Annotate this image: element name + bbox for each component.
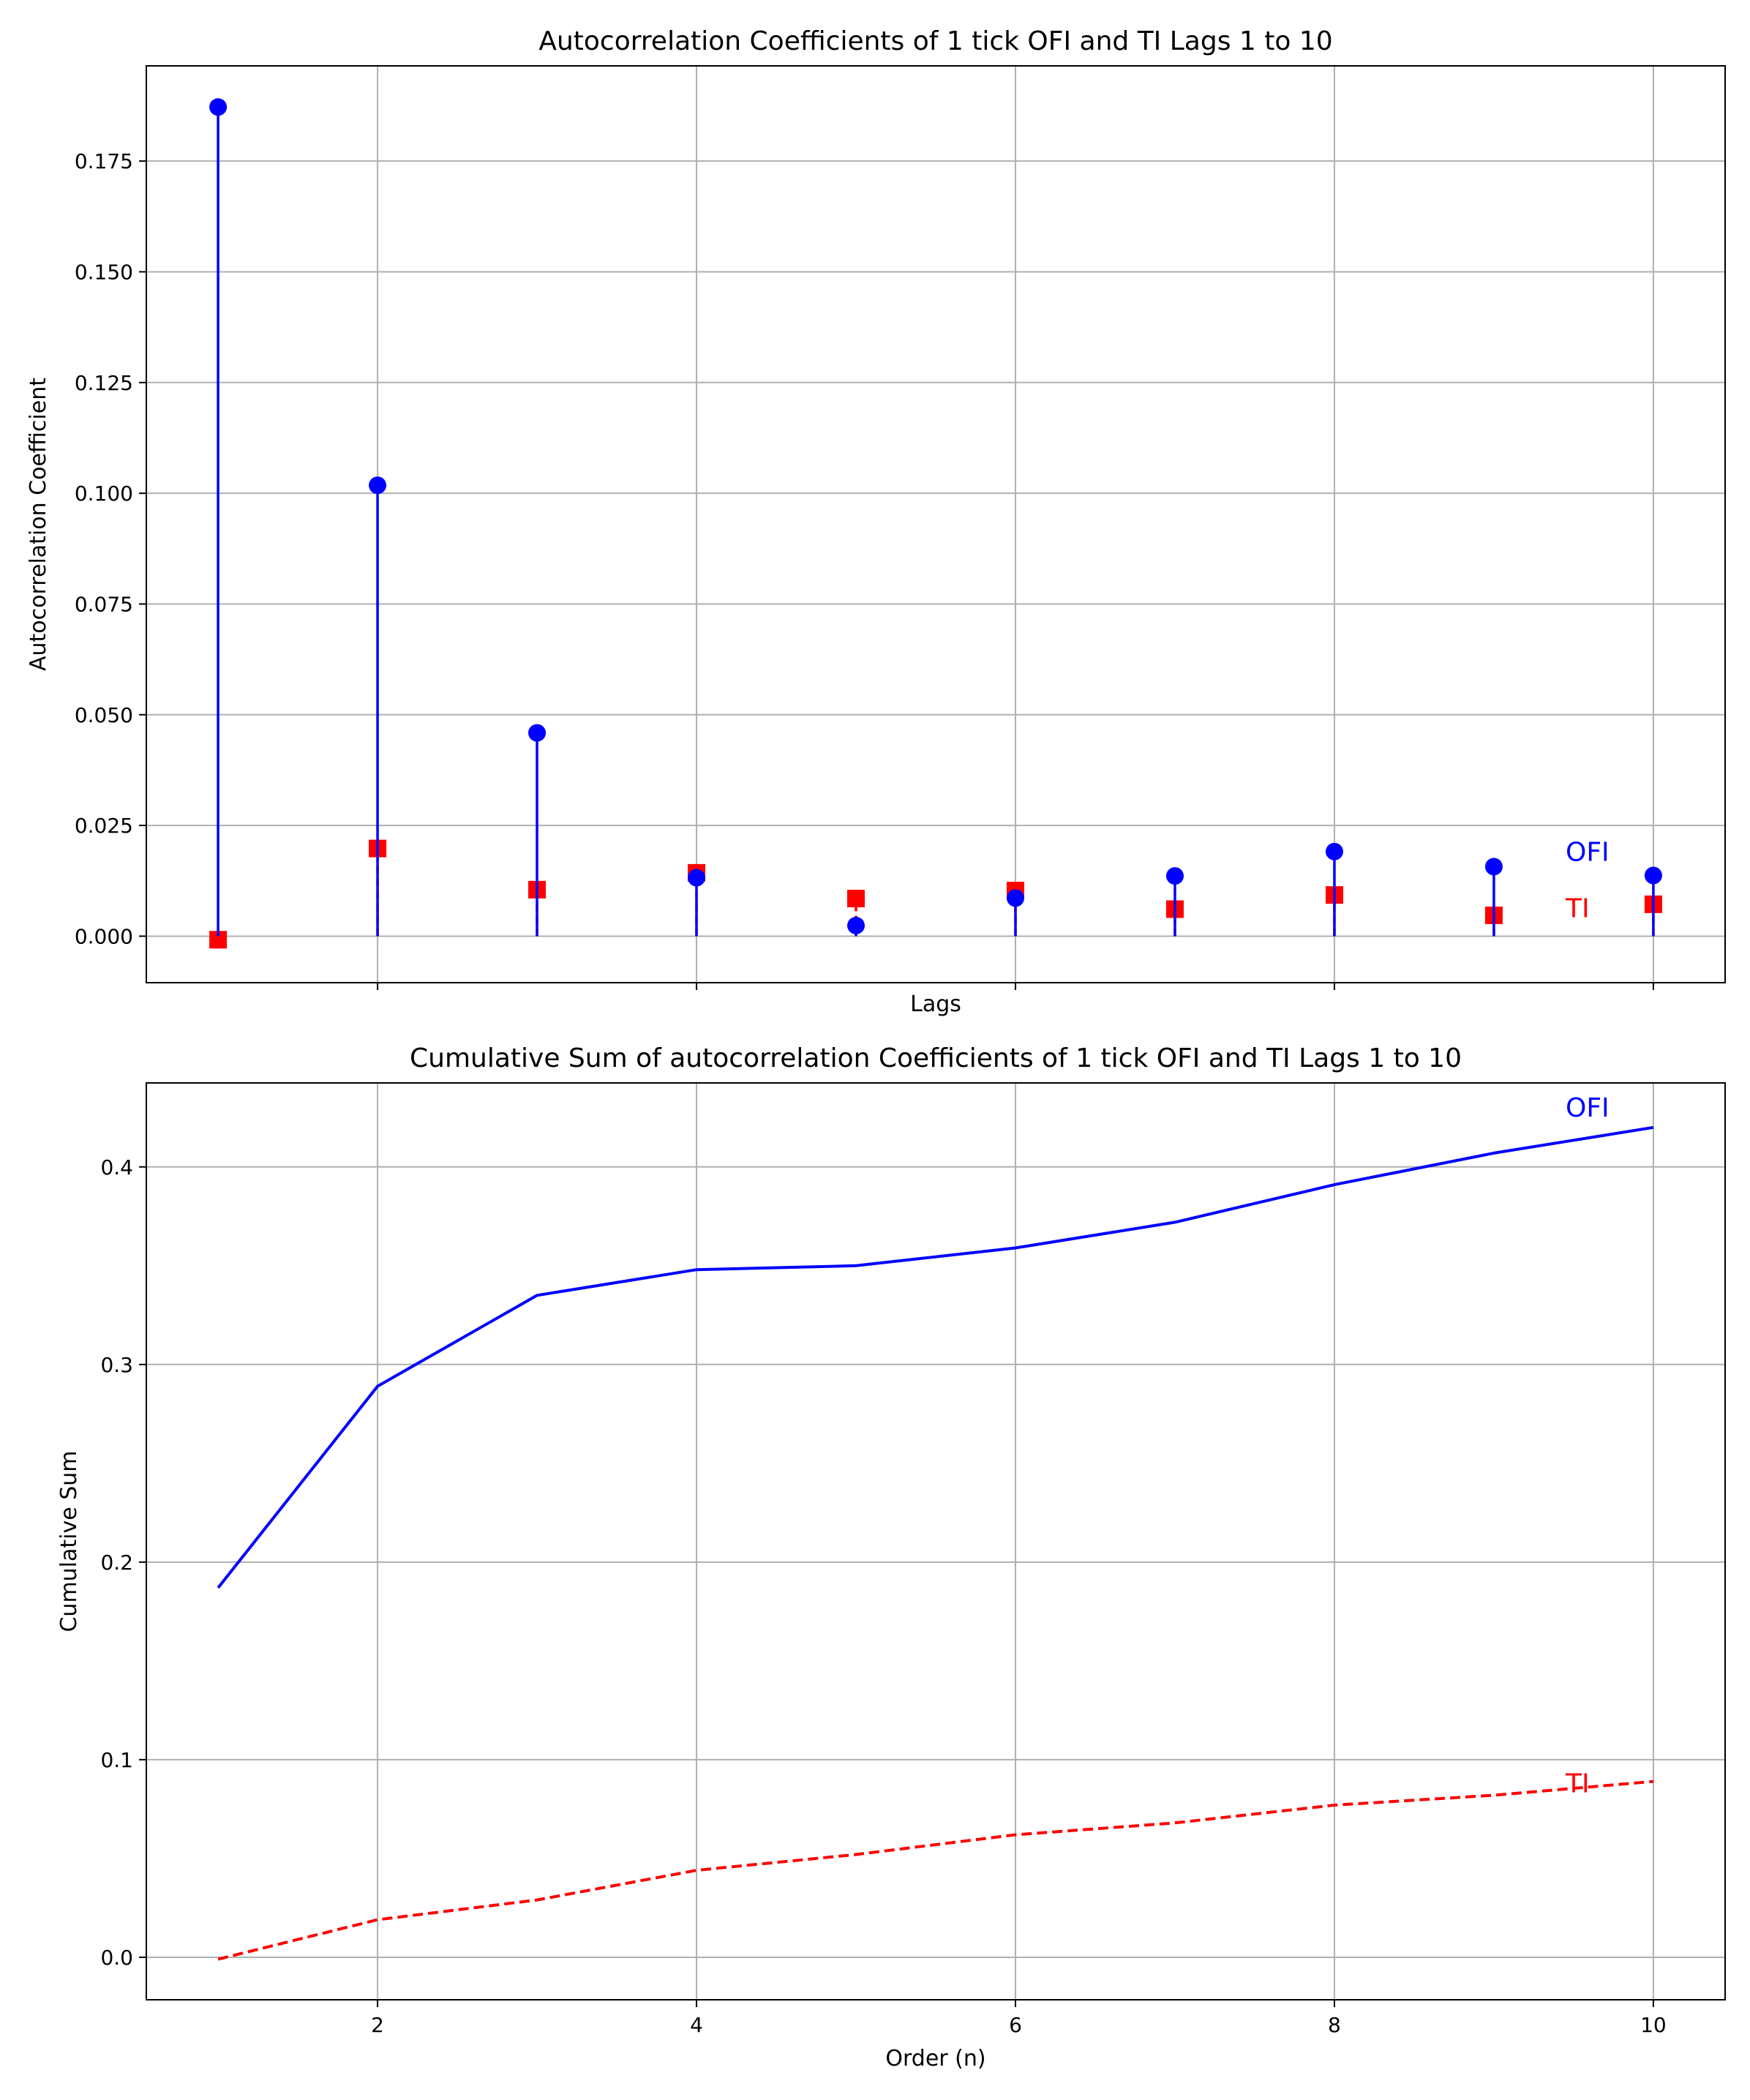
ofi-stem-marker xyxy=(1006,889,1024,907)
x-tick-label: 2 xyxy=(371,2013,384,2037)
y-tick-label: 0.025 xyxy=(75,814,133,838)
y-tick-label: 0.125 xyxy=(75,371,133,395)
series-ti-stems xyxy=(209,839,1662,949)
chart-title: Cumulative Sum of autocorrelation Coeffi… xyxy=(410,1043,1462,1073)
ofi-stem-marker xyxy=(528,724,547,742)
ti-stem-marker xyxy=(847,889,865,907)
y-tick-label: 0.3 xyxy=(100,1353,133,1377)
ofi-series-label: OFI xyxy=(1566,838,1610,868)
ofi-stem-marker xyxy=(1325,842,1343,860)
ofi-stem-marker xyxy=(688,869,706,887)
x-axis-label: Lags xyxy=(910,991,961,1017)
y-axis-label: Cumulative Sum xyxy=(56,1450,82,1632)
y-tick-label: 0.000 xyxy=(75,924,133,948)
y-tick-label: 0.4 xyxy=(100,1155,133,1180)
y-tick-label: 0.2 xyxy=(100,1550,133,1575)
ofi-series-label: OFI xyxy=(1566,1093,1610,1123)
ofi-stem-marker xyxy=(1165,867,1184,885)
x-axis-label: Order (n) xyxy=(885,2046,985,2071)
x-tick-label: 4 xyxy=(690,2013,703,2037)
ofi-stem-marker xyxy=(369,476,387,495)
chart-title: Autocorrelation Coefficients of 1 tick O… xyxy=(538,26,1332,56)
ofi-stem-marker xyxy=(209,98,228,116)
x-tick-label: 8 xyxy=(1328,2013,1341,2037)
series-ti-line xyxy=(217,1780,1654,1961)
x-tick-label: 6 xyxy=(1009,2013,1022,2037)
ofi-stem-marker xyxy=(1484,858,1503,876)
series-ofi-stems xyxy=(209,98,1662,937)
y-tick-label: 0.100 xyxy=(75,481,133,506)
autocorrelation-stem-panel: 0.000 0.025 0.050 0.075 0.100 0.125 0.150 0.175… xyxy=(26,26,1726,1017)
y-tick-label: 0.1 xyxy=(100,1748,133,1772)
y-tick-label: 0.075 xyxy=(75,592,133,616)
y-tick-label: 0.0 xyxy=(100,1946,133,1970)
y-tick-label: 0.050 xyxy=(75,703,133,727)
y-tick-label: 0.175 xyxy=(75,149,133,173)
cumulative-sum-line-panel: 2 4 6 8 10 0.0 0.1 0.2 0.3 0.4 OFI TI Cumulative Sum… xyxy=(56,1043,1726,2071)
plot-frame xyxy=(146,65,1726,983)
ti-series-label: TI xyxy=(1565,893,1590,923)
ti-series-label: TI xyxy=(1565,1769,1590,1799)
y-tick-label: 0.150 xyxy=(75,260,133,284)
x-tick-label: 10 xyxy=(1640,2013,1667,2037)
ofi-stem-marker xyxy=(847,916,865,934)
y-axis-label: Autocorrelation Coefficient xyxy=(26,378,51,671)
ofi-stem-marker xyxy=(1644,866,1662,885)
series-ofi-line xyxy=(217,1125,1654,1589)
plot-frame xyxy=(146,1082,1726,2000)
